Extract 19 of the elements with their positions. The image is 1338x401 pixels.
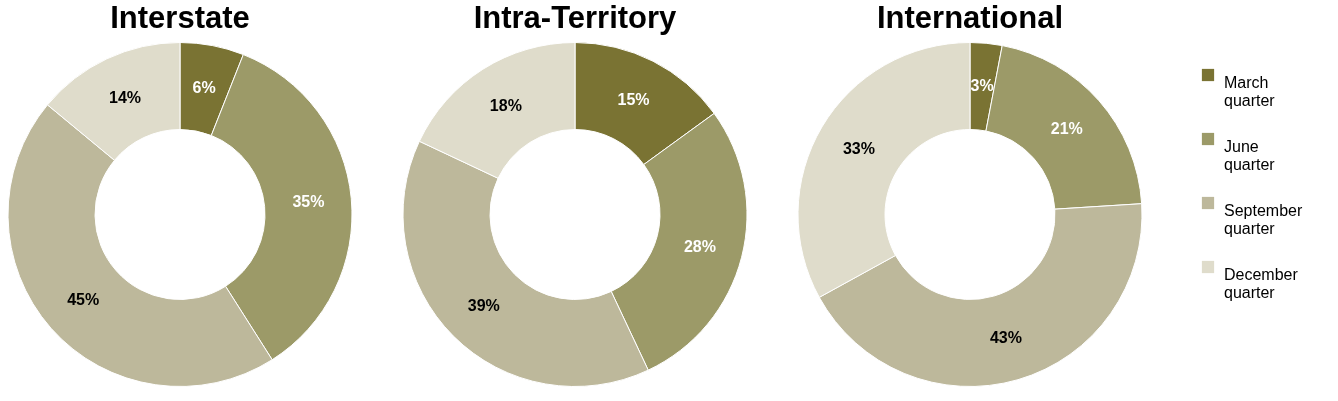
legend-label: December quarter (1224, 266, 1299, 301)
data-label: 39% (467, 296, 500, 314)
legend-label: June quarter (1224, 138, 1276, 173)
legend-label: March quarter (1224, 74, 1276, 109)
data-label: 43% (989, 329, 1023, 347)
data-label: 3% (970, 77, 994, 95)
data-label: 18% (489, 96, 522, 114)
data-label: 15% (617, 90, 650, 108)
chart-title: Intra-Territory (473, 0, 678, 35)
data-label: 45% (67, 290, 100, 308)
data-label: 14% (109, 88, 142, 106)
chart-title: Interstate (110, 0, 250, 35)
data-label: 33% (842, 139, 875, 157)
data-label: 6% (192, 78, 216, 96)
chart-title: International (876, 0, 1064, 35)
data-label: 28% (683, 237, 716, 255)
data-label: 21% (1050, 120, 1083, 138)
data-label: 35% (292, 193, 325, 211)
legend-label: September quarter (1224, 202, 1303, 237)
